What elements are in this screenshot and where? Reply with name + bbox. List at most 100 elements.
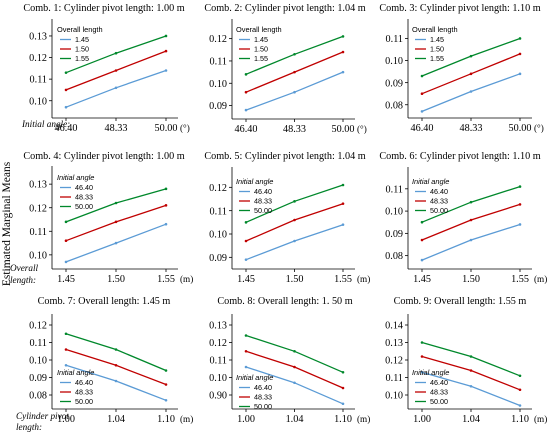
x-axis-title-line: length: bbox=[16, 422, 42, 432]
data-point bbox=[164, 69, 168, 72]
data-point bbox=[64, 332, 68, 336]
data-point bbox=[164, 34, 168, 38]
data-point bbox=[244, 349, 248, 353]
legend-label: 1.50 bbox=[75, 45, 89, 54]
y-tick-label: 0.90 bbox=[209, 391, 227, 402]
chart-title: Comb. 4: Cylinder pivot length: 1.00 m bbox=[23, 151, 184, 162]
legend-title: Initial angle bbox=[412, 177, 449, 186]
x-tick-label: 46.40 bbox=[235, 124, 258, 135]
data-point bbox=[164, 398, 168, 402]
y-tick-label: 0.08 bbox=[385, 251, 403, 262]
x-tick-label: 1.50 bbox=[286, 274, 304, 285]
x-axis-title: Cylinder pivot length: bbox=[16, 411, 69, 432]
x-tick-label: 50.00 bbox=[155, 123, 178, 134]
legend-label: 50.00 bbox=[75, 397, 93, 406]
x-tick-label: 1.55 bbox=[511, 274, 529, 285]
y-tick-label: 0.11 bbox=[30, 338, 47, 349]
data-point bbox=[114, 379, 118, 383]
data-point bbox=[420, 220, 424, 224]
legend-label: 1.45 bbox=[254, 35, 268, 44]
data-point bbox=[469, 369, 473, 372]
data-point bbox=[341, 50, 345, 54]
data-point bbox=[420, 370, 424, 374]
data-point bbox=[518, 374, 522, 378]
chart-title: Comb. 2: Cylinder pivot length: 1.04 m bbox=[204, 3, 365, 14]
y-tick-label: 0.09 bbox=[29, 373, 47, 384]
data-point bbox=[244, 73, 248, 76]
chart-panel-4: Comb. 4: Cylinder pivot length: 1.00 m 0.… bbox=[10, 151, 193, 285]
data-point bbox=[341, 183, 345, 187]
data-point bbox=[244, 334, 248, 337]
x-axis-title-line: Overall bbox=[10, 263, 39, 273]
data-point bbox=[341, 70, 345, 74]
chart-panel-9: Comb. 9: Overall length: 1.55 m 0.10 0.11 0… bbox=[385, 296, 547, 425]
y-tick-label: 0.11 bbox=[210, 206, 227, 217]
data-point bbox=[293, 200, 296, 203]
legend-label: 1.50 bbox=[430, 45, 444, 54]
y-tick-label: 0.14 bbox=[385, 321, 403, 332]
x-tick-label: 1.45 bbox=[413, 274, 431, 285]
legend-label: 46.40 bbox=[430, 187, 448, 196]
y-tick-label: 0.11 bbox=[30, 75, 47, 86]
y-tick-label: 0.10 bbox=[385, 56, 403, 67]
data-point bbox=[64, 88, 68, 92]
legend-label: 50.00 bbox=[430, 206, 448, 215]
data-point bbox=[341, 370, 345, 374]
legend-title: Initial angle bbox=[57, 368, 94, 377]
y-tick-label: 0.12 bbox=[29, 321, 47, 332]
legend-label: 46.40 bbox=[254, 187, 272, 196]
data-point bbox=[114, 241, 118, 245]
data-point bbox=[341, 202, 345, 205]
x-tick-label: 1.55 bbox=[157, 274, 175, 285]
y-tick-label: 0.09 bbox=[385, 229, 403, 240]
y-tick-label: 0.12 bbox=[209, 338, 227, 349]
x-tick-label: 48.33 bbox=[105, 123, 128, 134]
data-point bbox=[114, 220, 118, 224]
legend-label: 1.55 bbox=[254, 54, 268, 63]
y-tick-label: 0.12 bbox=[385, 356, 403, 367]
y-tick-label: 0.12 bbox=[209, 34, 227, 45]
series-line-46-40 bbox=[421, 223, 521, 261]
x-tick-label: 1.50 bbox=[462, 274, 480, 285]
data-point bbox=[114, 348, 118, 351]
chart-title: Comb. 3: Cylinder pivot length: 1.10 m bbox=[379, 3, 540, 14]
legend-title: Initial angle bbox=[236, 373, 273, 382]
data-point bbox=[420, 74, 424, 78]
legend-label: 1.55 bbox=[430, 54, 444, 63]
data-point bbox=[64, 348, 68, 351]
y-tick-label: 0.12 bbox=[209, 183, 227, 194]
x-unit: (m) bbox=[357, 414, 370, 424]
data-point bbox=[114, 201, 118, 205]
data-point bbox=[469, 72, 473, 76]
data-point bbox=[341, 402, 345, 406]
y-tick-label: 0.11 bbox=[386, 373, 403, 384]
chart-panel-8: Comb. 8: Overall length: 1. 50 m 0.90 0.10… bbox=[209, 296, 370, 425]
data-point bbox=[64, 105, 68, 109]
legend-label: 50.00 bbox=[254, 402, 272, 411]
chart-title: Comb. 7: Overall length: 1.45 m bbox=[38, 296, 171, 307]
chart-panel-6: Comb. 6: Cylinder pivot length: 1.10 m 0.… bbox=[379, 151, 547, 285]
x-tick-label: 1.00 bbox=[413, 414, 431, 425]
data-point bbox=[341, 223, 345, 226]
x-tick-label: 48.33 bbox=[460, 123, 483, 134]
legend-label: 48.33 bbox=[254, 197, 272, 206]
data-point bbox=[469, 218, 473, 222]
data-point bbox=[64, 71, 68, 74]
data-point bbox=[293, 70, 296, 74]
legend-label: 1.50 bbox=[254, 45, 268, 54]
chart-title: Comb. 6: Cylinder pivot length: 1.10 m bbox=[379, 151, 540, 162]
data-point bbox=[518, 52, 522, 56]
x-tick-label: 48.33 bbox=[283, 124, 306, 135]
data-point bbox=[293, 218, 296, 222]
y-tick-label: 0.11 bbox=[210, 57, 227, 68]
x-unit: (m) bbox=[357, 274, 370, 284]
data-point bbox=[64, 260, 68, 264]
legend-label: 1.45 bbox=[75, 35, 89, 44]
legend-label: 46.40 bbox=[430, 378, 448, 387]
